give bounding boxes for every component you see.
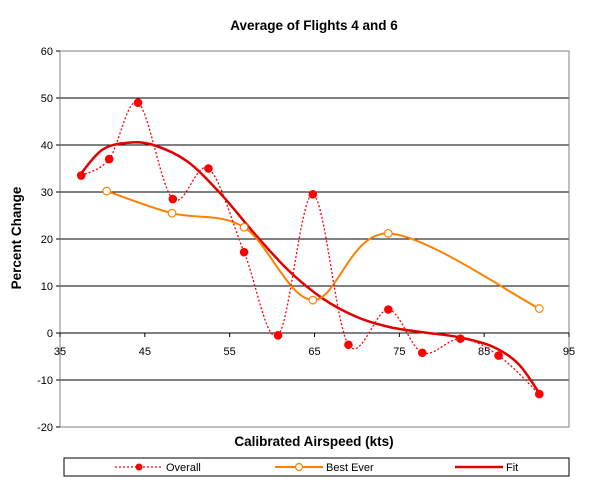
y-axis-title: Percent Change bbox=[9, 186, 24, 289]
series-overall bbox=[76, 98, 544, 399]
data-point bbox=[76, 171, 86, 180]
legend: Overall Best Ever Fit bbox=[63, 457, 570, 477]
x-tick-label: 75 bbox=[393, 346, 405, 358]
y-tick-label: 30 bbox=[41, 187, 53, 199]
x-tick-label: 65 bbox=[308, 346, 320, 358]
x-tick-label: 35 bbox=[54, 346, 66, 358]
x-tick-label: 85 bbox=[478, 346, 490, 358]
data-point bbox=[133, 98, 143, 107]
data-point bbox=[456, 334, 465, 343]
series-layer bbox=[76, 98, 544, 399]
legend-item-fit: Fit bbox=[455, 462, 518, 474]
series-best-ever bbox=[102, 186, 544, 313]
series-line bbox=[80, 101, 540, 395]
data-point bbox=[384, 305, 393, 314]
legend-marker bbox=[294, 462, 304, 472]
data-point bbox=[344, 340, 353, 350]
y-axis-ticks: -20 -10 0 10 20 30 40 50 60 bbox=[37, 46, 60, 434]
data-point bbox=[273, 331, 283, 340]
y-tick-label: -20 bbox=[37, 422, 53, 434]
data-point bbox=[308, 295, 318, 305]
data-point bbox=[102, 186, 112, 196]
data-point bbox=[168, 194, 178, 204]
series-fit bbox=[80, 141, 541, 394]
data-point bbox=[104, 154, 114, 164]
data-point bbox=[534, 304, 544, 313]
legend-label: Fit bbox=[506, 462, 518, 474]
series-line bbox=[106, 190, 540, 310]
y-tick-label: 60 bbox=[41, 46, 53, 58]
data-point bbox=[308, 190, 318, 199]
data-point bbox=[383, 228, 393, 238]
x-tick-label: 45 bbox=[139, 346, 151, 358]
y-tick-label: -10 bbox=[37, 375, 53, 387]
data-point bbox=[535, 389, 544, 399]
data-point bbox=[494, 351, 503, 360]
legend-item-overall: Overall bbox=[115, 462, 201, 474]
data-point bbox=[204, 164, 213, 173]
legend-label: Overall bbox=[166, 462, 201, 474]
x-axis-ticks: 35 45 55 65 75 85 95 bbox=[54, 332, 575, 358]
data-point bbox=[239, 222, 249, 232]
x-tick-label: 95 bbox=[563, 346, 575, 358]
legend-item-best-ever: Best Ever bbox=[275, 462, 374, 474]
legend-label: Best Ever bbox=[326, 462, 374, 474]
y-tick-label: 10 bbox=[41, 281, 53, 293]
y-tick-label: 40 bbox=[41, 140, 53, 152]
legend-marker bbox=[135, 463, 143, 471]
x-tick-label: 55 bbox=[224, 346, 236, 358]
x-axis-title: Calibrated Airspeed (kts) bbox=[234, 434, 393, 449]
series-line bbox=[80, 141, 541, 394]
data-point bbox=[417, 348, 427, 358]
y-tick-label: 50 bbox=[41, 93, 53, 105]
y-tick-label: 20 bbox=[41, 234, 53, 246]
gridlines bbox=[60, 97, 569, 381]
data-point bbox=[239, 247, 249, 257]
chart-title: Average of Flights 4 and 6 bbox=[230, 18, 398, 33]
y-tick-label: 0 bbox=[47, 328, 53, 340]
data-point bbox=[167, 208, 177, 218]
